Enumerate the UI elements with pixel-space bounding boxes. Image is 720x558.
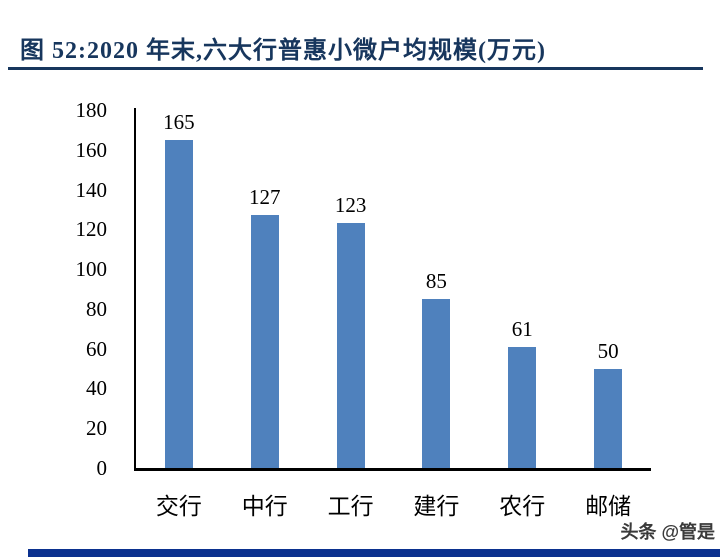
plot-area	[134, 108, 651, 471]
y-tick-label: 160	[75, 137, 108, 162]
y-tick-label: 0	[96, 456, 108, 480]
bar-value-label: 127	[249, 185, 281, 210]
y-tick-label: 60	[86, 336, 107, 361]
y-tick-label: 120	[75, 217, 108, 242]
x-tick-label: 农行	[499, 494, 546, 519]
chart-title: 图 52:2020 年末,六大行普惠小微户均规模(万元)	[20, 38, 546, 64]
y-tick-label: 80	[86, 296, 107, 321]
y-tick-label: 180	[75, 98, 108, 122]
bar-value-label: 165	[163, 109, 195, 134]
x-tick-label: 邮储	[585, 494, 632, 519]
x-axis-line	[134, 468, 651, 471]
bar-value-label: 50	[597, 338, 619, 363]
y-tick-label: 20	[86, 416, 107, 441]
x-tick-label: 交行	[155, 494, 202, 519]
y-tick-label: 100	[75, 257, 108, 282]
x-tick-label: 中行	[241, 494, 288, 519]
y-tick-label: 40	[86, 376, 107, 401]
bar-value-label: 123	[334, 193, 367, 218]
title-underline-rule	[8, 67, 703, 70]
x-tick-label: 建行	[413, 494, 460, 519]
bar-建行	[422, 298, 451, 468]
bar-邮储	[594, 368, 623, 468]
y-tick-label: 140	[75, 177, 108, 202]
bar-农行	[508, 346, 537, 468]
bottom-divider-bar	[28, 549, 720, 557]
y-axis-line	[134, 108, 136, 470]
watermark-text: 头条 @管是	[620, 522, 715, 542]
bar-value-label: 61	[511, 316, 533, 341]
bar-工行	[336, 223, 365, 468]
bar-value-label: 85	[425, 268, 447, 293]
x-tick-label: 工行	[327, 494, 374, 519]
bar-中行	[250, 215, 279, 468]
bar-交行	[164, 139, 193, 468]
